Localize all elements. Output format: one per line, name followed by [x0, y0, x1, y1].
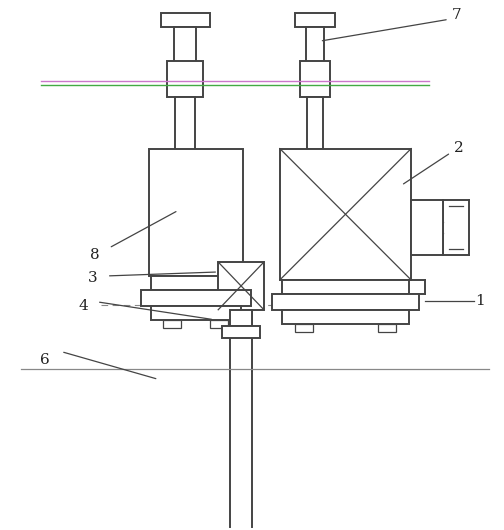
Bar	[167, 61, 203, 97]
Text: 8: 8	[90, 248, 100, 262]
Bar	[282, 280, 409, 294]
Bar	[295, 13, 335, 27]
Text: 7: 7	[452, 8, 462, 22]
Bar	[306, 27, 324, 79]
Bar	[151, 306, 241, 320]
Bar	[141, 290, 251, 306]
Bar	[174, 27, 197, 79]
Bar	[151, 276, 241, 290]
Bar	[230, 310, 252, 325]
Text: 2: 2	[454, 140, 464, 155]
Text: 4: 4	[78, 299, 88, 313]
Bar	[210, 320, 228, 328]
Bar	[218, 262, 264, 310]
Bar	[280, 148, 411, 280]
Bar	[163, 320, 181, 328]
Bar	[282, 310, 409, 324]
Text: 1: 1	[475, 294, 485, 308]
Bar	[295, 324, 312, 332]
Text: 6: 6	[40, 352, 50, 367]
Bar	[160, 13, 210, 27]
Bar	[149, 148, 243, 276]
Bar	[411, 200, 443, 255]
Bar	[222, 325, 260, 338]
Bar	[272, 294, 419, 310]
Bar	[300, 61, 330, 97]
Bar	[379, 324, 396, 332]
Bar	[307, 97, 323, 148]
Text: 3: 3	[88, 271, 98, 285]
Bar	[175, 97, 196, 152]
